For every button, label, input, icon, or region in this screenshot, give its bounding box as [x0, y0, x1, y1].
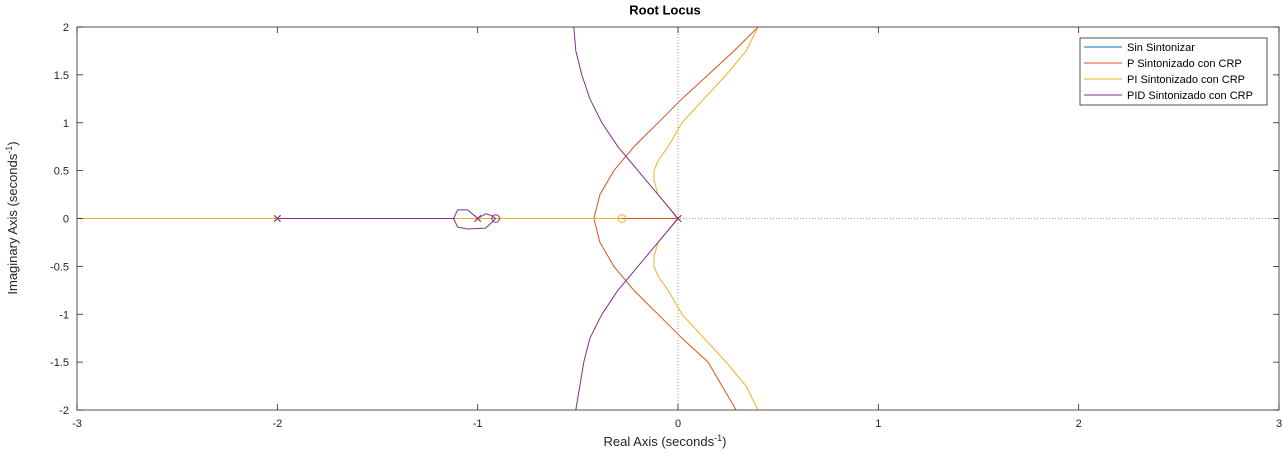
x-axis-ticks: -3 -2 -1 0 1 2 3	[72, 27, 1282, 430]
series-3-pole-marker-1	[474, 214, 482, 223]
x-axis-title: Real Axis (seconds-1)	[604, 433, 727, 449]
chart-title: Root Locus	[629, 2, 701, 17]
y-tick-label-7: 1.5	[54, 70, 69, 82]
y-tick-label-2: -1	[59, 309, 69, 321]
series-3-branch-3	[573, 27, 679, 219]
pole-zero-markers	[273, 214, 682, 223]
y-tick-label-0: -2	[59, 405, 69, 417]
legend-label-1: P Sintonizado con CRP	[1127, 58, 1242, 70]
series-3-pole-marker-2	[674, 214, 682, 223]
legend-label-0: Sin Sintonizar	[1127, 42, 1195, 54]
x-tick-label-4: 1	[875, 418, 881, 430]
series-1-branch-4	[593, 27, 759, 219]
x-tick-label-1: -2	[272, 418, 282, 430]
x-tick-label-3: 0	[675, 418, 681, 430]
legend: Sin Sintonizar P Sintonizado con CRP PI Si…	[1079, 37, 1268, 106]
y-tick-label-5: 0.5	[54, 166, 69, 178]
series-3-branch-2	[477, 213, 496, 219]
y-tick-label-4: 0	[63, 214, 69, 226]
legend-label-3: PID Sintonizado con CRP	[1127, 90, 1253, 102]
y-axis-title-close: )	[5, 141, 20, 145]
locus-branches	[77, 27, 759, 410]
y-axis-title-text: Imaginary Axis (seconds	[5, 153, 20, 294]
x-axis-title-text: Real Axis (seconds	[604, 434, 715, 449]
y-axis-title-sup: -1	[4, 146, 14, 154]
x-tick-label-6: 3	[1276, 418, 1282, 430]
series-3-branch-4	[575, 218, 679, 410]
series-1-branch-5	[593, 218, 737, 410]
y-axis-title: Imaginary Axis (seconds-1)	[4, 141, 20, 294]
y-tick-label-6: 1	[63, 118, 69, 130]
series-3-pole-marker-0	[273, 214, 281, 223]
y-tick-label-3: -0.5	[50, 261, 69, 273]
series-2-zero-marker-0	[617, 214, 627, 223]
x-tick-label-0: -3	[72, 418, 82, 430]
legend-label-2: PI Sintonizado con CRP	[1127, 74, 1245, 86]
x-axis-title-close: )	[722, 434, 726, 449]
x-axis-title-sup: -1	[714, 433, 722, 443]
y-tick-label-8: 2	[63, 22, 69, 34]
legend-box	[1079, 37, 1268, 106]
x-tick-label-2: -1	[473, 418, 483, 430]
series-3-zero-marker-0	[491, 214, 500, 223]
series-3-branch-1	[453, 209, 497, 230]
y-tick-label-1: -1.5	[50, 357, 69, 369]
y-axis-ticks: -2 -1.5 -1 -0.5 0 0.5 1 1.5 2	[50, 22, 1279, 417]
x-tick-label-5: 2	[1076, 418, 1082, 430]
